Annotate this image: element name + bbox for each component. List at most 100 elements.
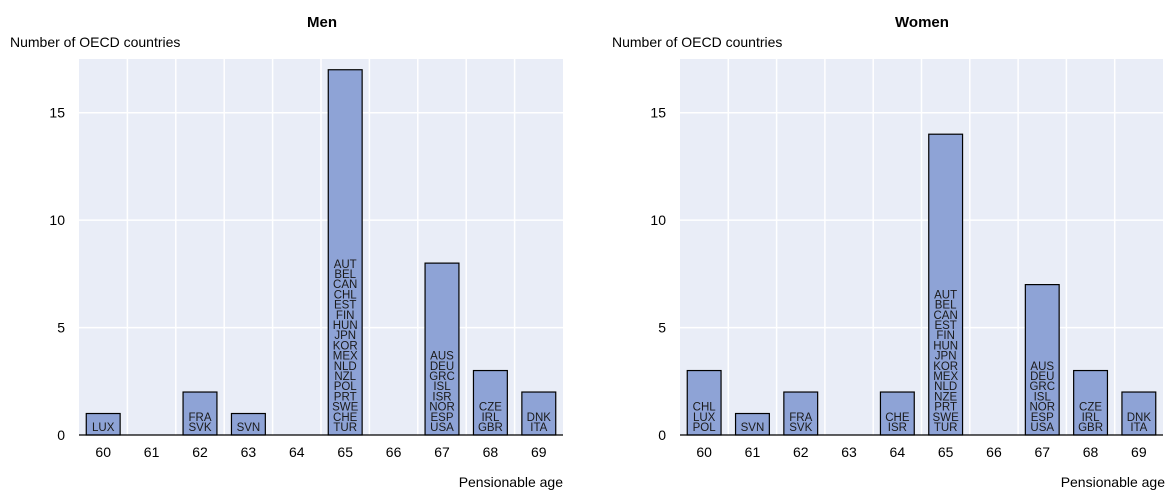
x-tick-label: 63 bbox=[841, 444, 857, 460]
bar-country-label: NLD bbox=[334, 361, 357, 373]
y-tick-label: 0 bbox=[658, 427, 666, 443]
bar-country-label: KOR bbox=[333, 340, 358, 352]
bar-country-label: MEX bbox=[933, 371, 958, 383]
x-tick-label: 68 bbox=[1083, 444, 1099, 460]
bar-69 bbox=[521, 391, 557, 436]
bar-country-label: SWE bbox=[933, 412, 960, 424]
x-tick-label: 69 bbox=[1131, 444, 1147, 460]
bar-country-label: TUR bbox=[333, 422, 357, 434]
bar-country-label: SWE bbox=[332, 402, 359, 414]
bar-country-label: GBR bbox=[1078, 422, 1103, 434]
y-tick-label: 5 bbox=[658, 320, 666, 336]
bar-country-label: GRC bbox=[1029, 381, 1055, 393]
bar-country-label: TUR bbox=[934, 422, 958, 434]
bar-country-label: AUS bbox=[1030, 361, 1054, 373]
bar-country-label: POL bbox=[334, 381, 358, 393]
bar-country-label: FRA bbox=[789, 412, 812, 424]
bar-country-label: NZL bbox=[334, 371, 356, 383]
x-tick-label: 60 bbox=[95, 444, 111, 460]
x-tick-label: 62 bbox=[192, 444, 208, 460]
bar-country-label: NOR bbox=[429, 402, 455, 414]
bar-country-label: EST bbox=[334, 300, 356, 312]
bar-country-label: ISL bbox=[433, 381, 451, 393]
bar-country-label: AUS bbox=[430, 351, 454, 363]
x-tick-label: 61 bbox=[745, 444, 761, 460]
bar-country-label: BEL bbox=[334, 269, 356, 281]
bar-country-label: ISL bbox=[1034, 391, 1052, 403]
bar-country-label: CHE bbox=[333, 412, 358, 424]
x-tick-label: 62 bbox=[793, 444, 809, 460]
chart-title: Women bbox=[895, 14, 949, 31]
x-tick-label: 68 bbox=[483, 444, 499, 460]
bar-65 bbox=[327, 69, 363, 436]
bar-country-label: CHE bbox=[885, 412, 910, 424]
y-axis-label: Number of OECD countries bbox=[612, 34, 782, 50]
bar-country-label: IRL bbox=[481, 412, 500, 424]
bar-country-label: DNK bbox=[527, 412, 552, 424]
bar-country-label: CAN bbox=[333, 279, 357, 291]
bar-68 bbox=[472, 369, 508, 436]
bar-country-label: ISR bbox=[432, 391, 451, 403]
x-tick-label: 63 bbox=[241, 444, 257, 460]
y-tick-label: 15 bbox=[49, 105, 65, 121]
bar-country-label: PRT bbox=[334, 391, 357, 403]
x-tick-label: 65 bbox=[938, 444, 954, 460]
bar-country-label: CZE bbox=[479, 402, 502, 414]
bar-country-label: ITA bbox=[530, 422, 547, 434]
bar-country-label: NOR bbox=[1029, 402, 1055, 414]
x-tick-label: 67 bbox=[434, 444, 450, 460]
bar-country-label: USA bbox=[1030, 422, 1054, 434]
bar-67 bbox=[424, 262, 460, 436]
x-tick-label: 67 bbox=[1034, 444, 1050, 460]
bar-country-label: EST bbox=[934, 320, 956, 332]
bar-country-label: GBR bbox=[478, 422, 503, 434]
x-tick-label: 69 bbox=[531, 444, 547, 460]
bar-country-label: POL bbox=[693, 422, 717, 434]
bar-country-label: LUX bbox=[693, 412, 716, 424]
y-tick-label: 15 bbox=[650, 105, 666, 121]
bar-country-label: ESP bbox=[430, 412, 453, 424]
bar-country-label: LUX bbox=[92, 422, 115, 434]
bar-country-label: HUN bbox=[933, 340, 958, 352]
bar-country-label: BEL bbox=[935, 300, 957, 312]
bar-country-label: ITA bbox=[1130, 422, 1147, 434]
bar-country-label: FIN bbox=[336, 310, 355, 322]
x-tick-label: 66 bbox=[386, 444, 402, 460]
y-tick-label: 5 bbox=[57, 320, 65, 336]
y-tick-label: 0 bbox=[57, 427, 65, 443]
bar-country-label: MEX bbox=[333, 351, 358, 363]
y-tick-label: 10 bbox=[650, 212, 666, 228]
bar-country-label: FIN bbox=[936, 330, 955, 342]
bar-country-label: JPN bbox=[334, 330, 356, 342]
bar-country-label: USA bbox=[430, 422, 454, 434]
y-axis-label: Number of OECD countries bbox=[10, 34, 180, 50]
bar-country-label: SVK bbox=[188, 422, 211, 434]
bar-65 bbox=[928, 133, 964, 436]
bar-country-label: HUN bbox=[333, 320, 358, 332]
bar-country-label: IRL bbox=[1082, 412, 1101, 424]
bar-country-label: CHL bbox=[334, 289, 358, 301]
bar-country-label: ISR bbox=[888, 422, 907, 434]
bar-country-label: ESP bbox=[1031, 412, 1054, 424]
x-tick-label: 65 bbox=[337, 444, 353, 460]
x-axis-label: Pensionable age bbox=[1061, 474, 1166, 490]
bar-country-label: DEU bbox=[430, 361, 454, 373]
bar-62 bbox=[182, 391, 218, 436]
bar-country-label: NLD bbox=[934, 381, 957, 393]
bar-67 bbox=[1024, 284, 1060, 436]
x-tick-label: 60 bbox=[696, 444, 712, 460]
bar-country-label: CAN bbox=[934, 310, 958, 322]
x-tick-label: 64 bbox=[890, 444, 906, 460]
x-tick-label: 61 bbox=[144, 444, 160, 460]
bar-country-label: NZE bbox=[934, 391, 957, 403]
bar-country-label: CHL bbox=[693, 402, 717, 414]
chart-title: Men bbox=[307, 14, 337, 31]
bar-country-label: DEU bbox=[1030, 371, 1054, 383]
bar-country-label: KOR bbox=[933, 361, 958, 373]
x-axis-label: Pensionable age bbox=[459, 474, 564, 490]
bar-64 bbox=[879, 391, 915, 436]
y-tick-label: 10 bbox=[49, 212, 65, 228]
bar-country-label: DNK bbox=[1127, 412, 1152, 424]
